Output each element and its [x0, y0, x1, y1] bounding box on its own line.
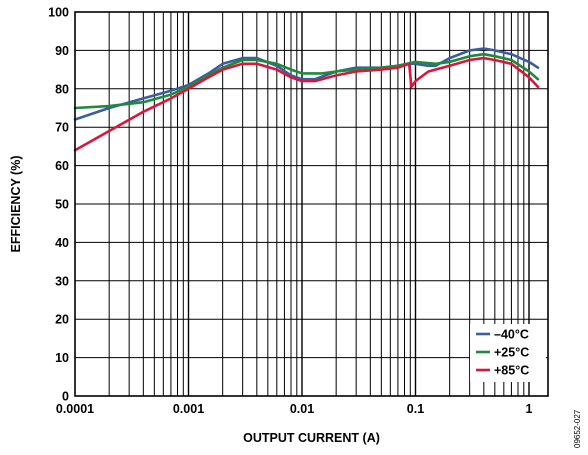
- x-tick-label: 0.001: [173, 402, 204, 416]
- x-tick-label: 0.0001: [56, 402, 94, 416]
- y-axis-title: EFFICIENCY (%): [9, 156, 23, 253]
- series-line-1: [73, 52, 540, 110]
- y-tick-label: 10: [55, 351, 69, 365]
- y-tick-label: 0: [62, 390, 69, 404]
- y-tick-label: 80: [55, 82, 69, 96]
- legend-label: –40°C: [494, 328, 529, 342]
- y-tick-label: 50: [55, 198, 69, 212]
- tick-label-layer: 0 10 20 30 40 50 60 70 80 90 100 0.0001 0.001 0.01 0.1…: [48, 6, 532, 417]
- legend-label: +85°C: [494, 364, 529, 378]
- y-tick-label: 20: [55, 313, 69, 327]
- y-tick-label: 70: [55, 121, 69, 135]
- y-tick-label: 100: [48, 6, 69, 20]
- x-tick-label: 0.1: [407, 402, 424, 416]
- legend: –40°C +25°C +85°C: [470, 324, 546, 382]
- y-tick-label: 30: [55, 274, 69, 288]
- x-axis-title: OUTPUT CURRENT (A): [243, 431, 380, 445]
- series-line-2: [73, 56, 540, 152]
- figure-id: 09652-027: [573, 409, 582, 448]
- y-tick-label: 60: [55, 159, 69, 173]
- y-tick-label: 40: [55, 236, 69, 250]
- x-tick-label: 0.01: [290, 402, 314, 416]
- x-tick-label: 1: [526, 402, 533, 416]
- y-tick-label: 90: [55, 44, 69, 58]
- legend-label: +25°C: [494, 346, 529, 360]
- series-layer: [73, 47, 540, 152]
- plot-frame: [74, 11, 549, 397]
